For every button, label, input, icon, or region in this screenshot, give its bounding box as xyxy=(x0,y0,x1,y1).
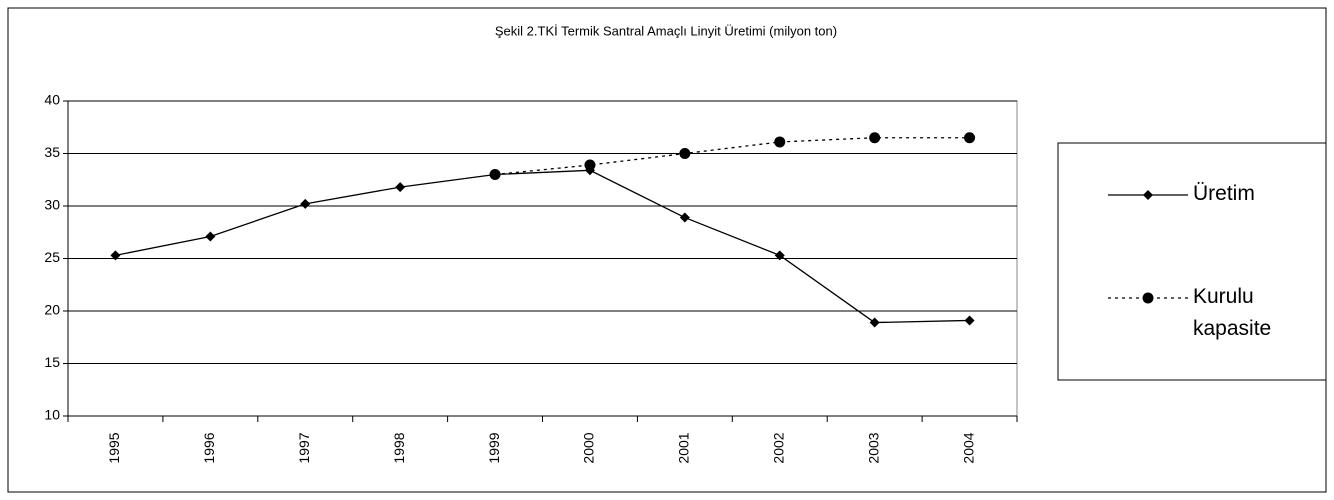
y-tick-label: 30 xyxy=(44,197,60,213)
point xyxy=(869,132,881,144)
chart-title: Şekil 2.TKİ Termik Santral Amaçlı Linyit… xyxy=(495,23,837,38)
point xyxy=(964,315,975,326)
y-tick-label: 15 xyxy=(44,354,60,370)
legend-marker xyxy=(1143,190,1153,200)
y-tick-label: 40 xyxy=(44,92,60,108)
legend-label: Kurulu kapasite xyxy=(1193,285,1272,340)
point xyxy=(774,136,786,148)
x-tick-label: 1997 xyxy=(296,432,312,463)
point xyxy=(584,159,596,171)
y-tick-label: 10 xyxy=(44,407,60,423)
x-tick-label: 2002 xyxy=(770,432,786,463)
point xyxy=(395,182,406,193)
x-tick-label: 2001 xyxy=(676,432,692,463)
x-tick-label: 1999 xyxy=(486,432,502,463)
point xyxy=(869,317,880,328)
legend-marker xyxy=(1142,292,1154,304)
x-tick-label: 2003 xyxy=(865,432,881,463)
x-tick-label: 2000 xyxy=(581,432,597,463)
x-tick-label: 1995 xyxy=(106,432,122,463)
point xyxy=(300,198,311,209)
y-tick-label: 25 xyxy=(44,249,60,265)
legend-label: Üretim xyxy=(1193,182,1255,205)
point xyxy=(964,132,976,144)
y-tick-label: 20 xyxy=(44,302,60,318)
point xyxy=(679,148,691,159)
point xyxy=(110,250,121,261)
series-line xyxy=(115,169,970,324)
point xyxy=(679,212,690,223)
x-tick-label: 1998 xyxy=(391,432,407,463)
x-tick-label: 2004 xyxy=(960,432,976,463)
point xyxy=(774,250,785,261)
legend-box xyxy=(1057,142,1327,381)
point xyxy=(205,231,216,242)
x-tick-label: 1996 xyxy=(201,432,217,463)
series-line xyxy=(494,137,970,176)
point xyxy=(489,169,501,180)
y-tick-label: 35 xyxy=(44,144,60,160)
